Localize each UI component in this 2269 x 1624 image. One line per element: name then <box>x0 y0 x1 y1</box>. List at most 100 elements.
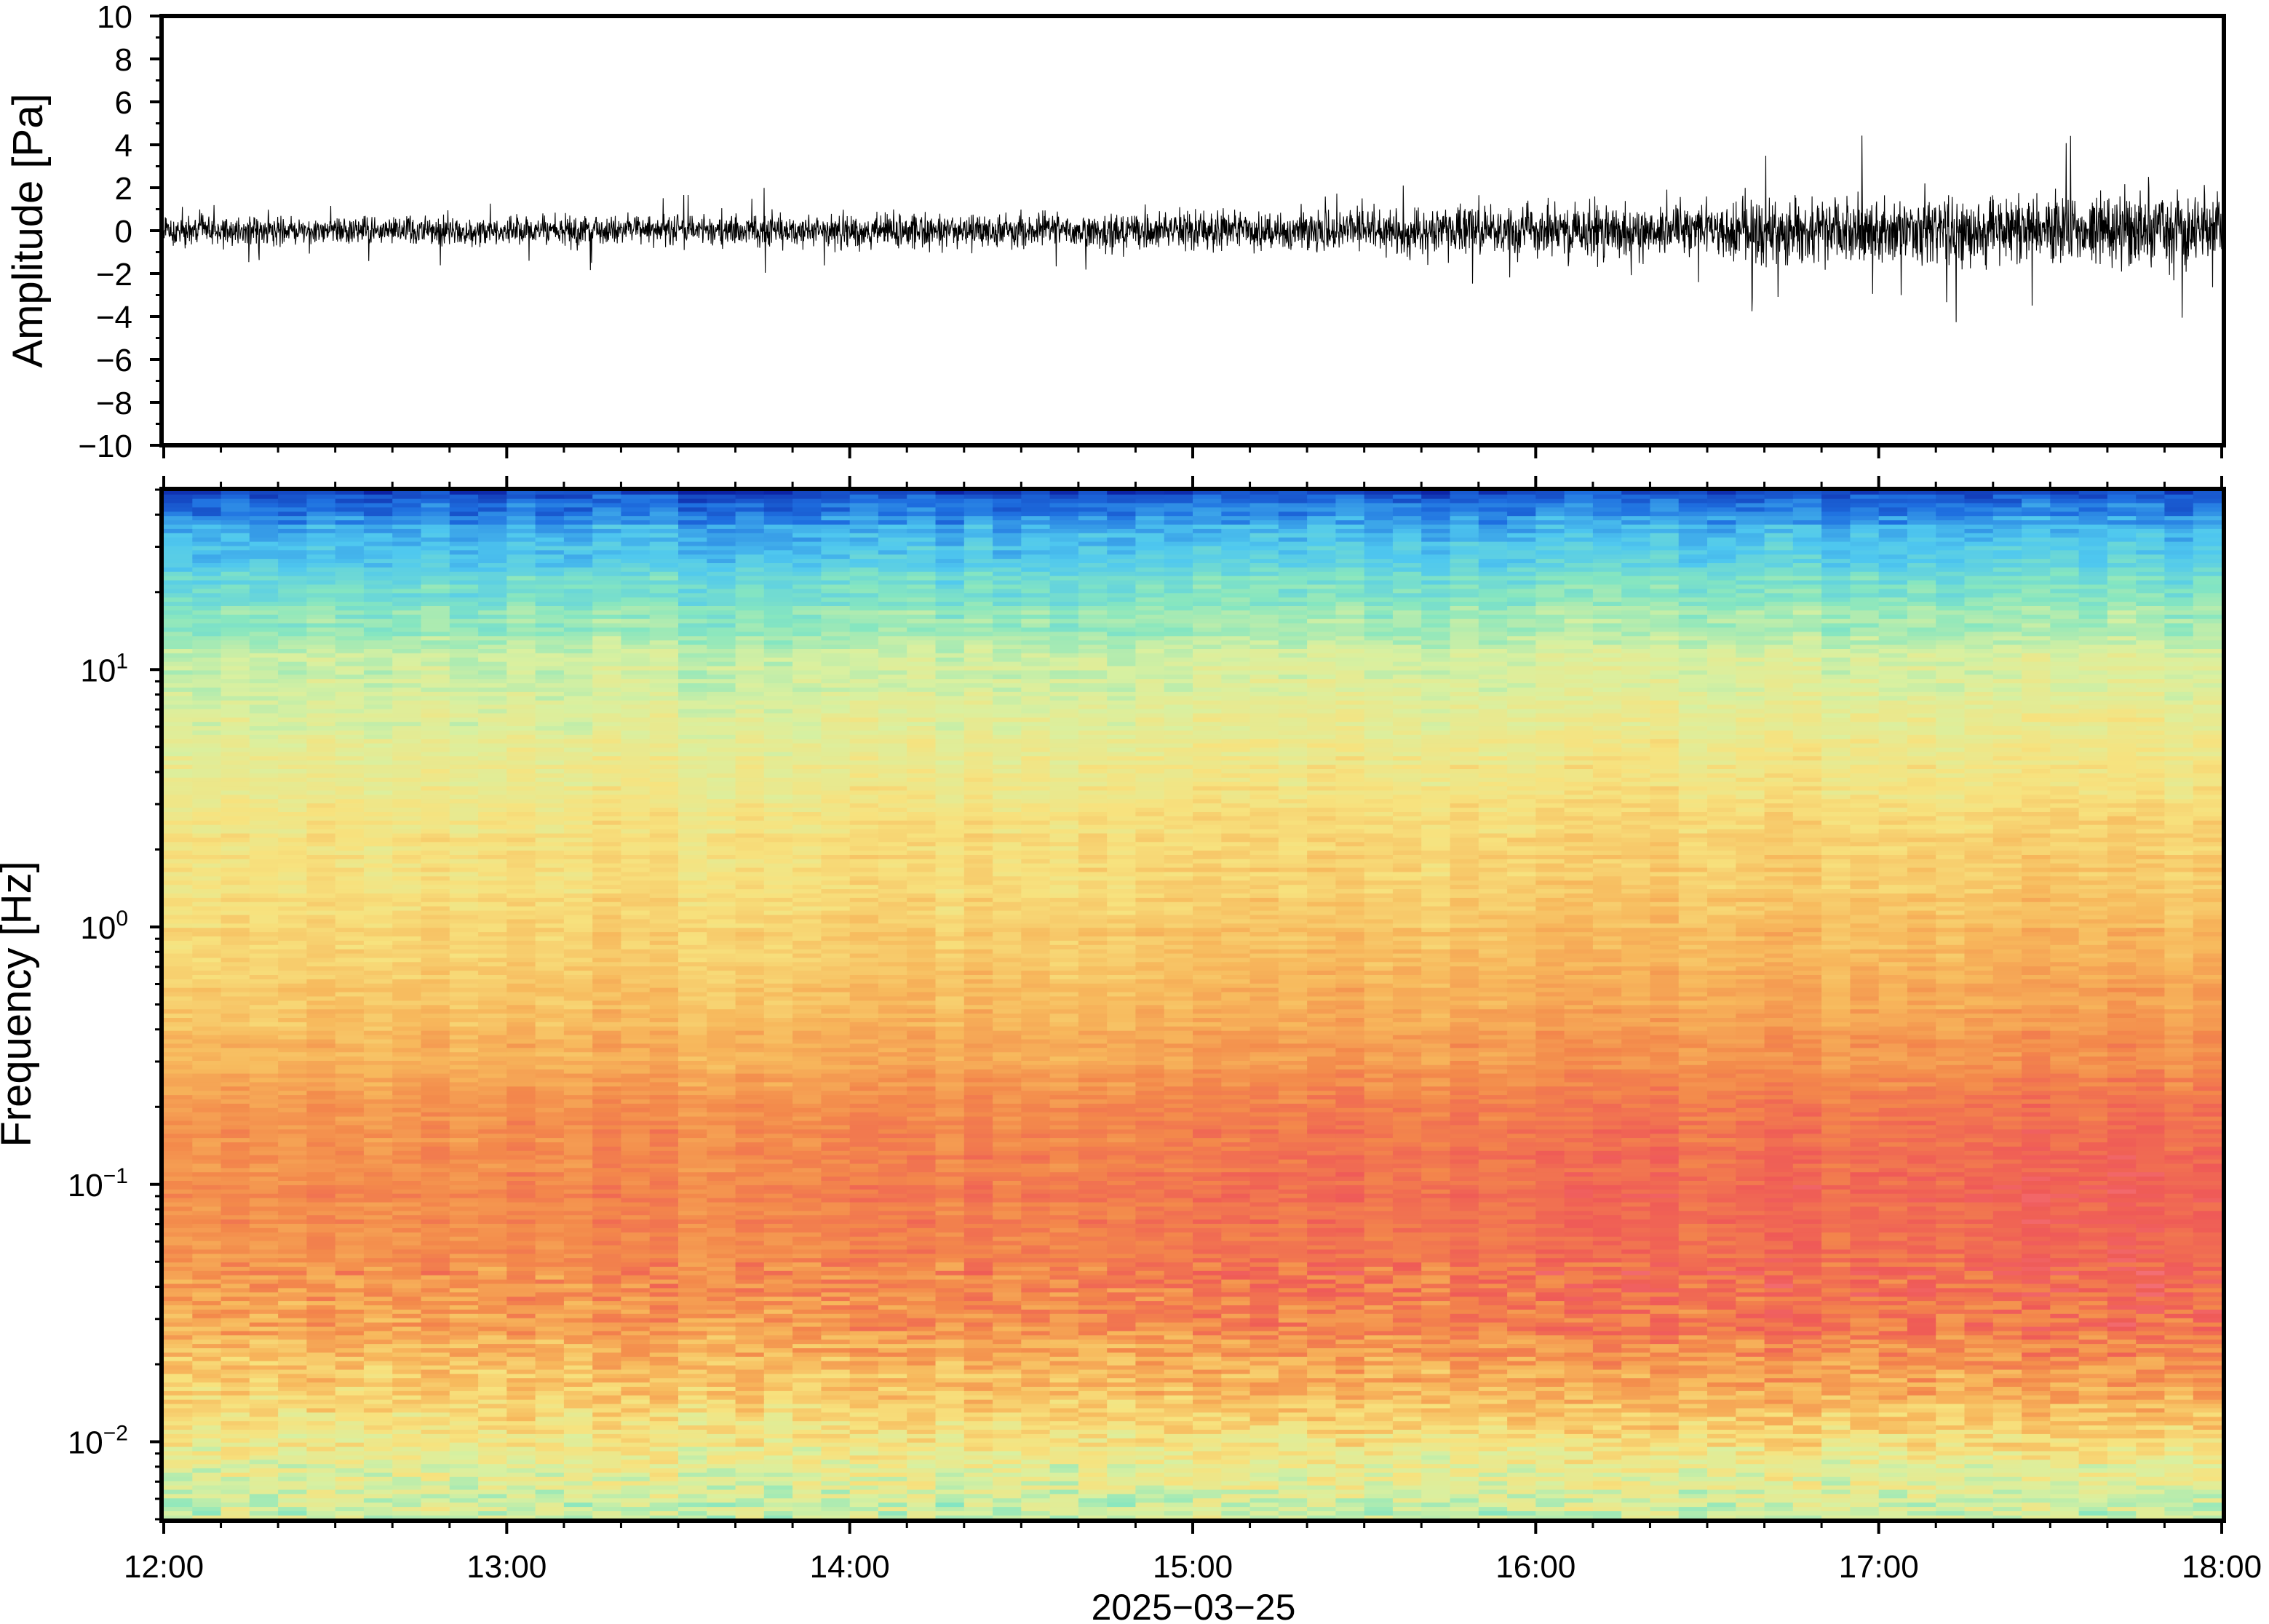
spectrogram-cell <box>506 1326 536 1332</box>
spectrogram-cell <box>963 1493 993 1499</box>
spectrogram-cell <box>1478 1317 1508 1323</box>
spectrogram-cell <box>792 1472 822 1477</box>
spectrogram-cell <box>306 1291 336 1297</box>
spectrogram-cell <box>878 1244 907 1250</box>
spectrogram-cell <box>1278 1395 1308 1400</box>
spectrogram-cell <box>592 1373 622 1379</box>
spectrogram-cell <box>993 1441 1022 1447</box>
spectrogram-cell <box>935 1441 965 1447</box>
spectrogram-cell <box>963 1348 993 1353</box>
spectrogram-cell <box>2136 1244 2166 1250</box>
spectrogram-cell <box>1278 1356 1308 1361</box>
spectrogram-cell <box>878 1373 907 1379</box>
spectrogram-cell <box>1678 1429 1708 1434</box>
spectrogram-cell <box>335 1446 365 1452</box>
spectrogram-cell <box>2078 1502 2108 1508</box>
spectrogram-cell <box>449 1429 479 1434</box>
spectrogram-cell <box>1478 1287 1508 1293</box>
spectrogram-cell <box>306 1227 336 1233</box>
spectrogram-cell <box>2136 1364 2166 1370</box>
spectrogram-cell <box>1078 1317 1108 1323</box>
spectrogram-cell <box>649 1472 679 1477</box>
spectrogram-cell <box>1792 1291 1822 1297</box>
spectrogram-cell <box>963 1506 993 1511</box>
spectrogram-cell <box>1621 1283 1651 1289</box>
spectrogram-cell <box>849 1369 879 1374</box>
spectrogram-cell <box>1021 1356 1051 1361</box>
spectrogram-cell <box>1621 1382 1651 1387</box>
spectrogram-cell <box>821 1356 851 1361</box>
spectrogram-cell <box>963 1450 993 1456</box>
spectrogram-cell <box>1936 1412 1966 1417</box>
spectrogram-cell <box>849 1459 879 1465</box>
spectrogram-cell <box>1078 1352 1108 1357</box>
spectrogram-cell <box>792 1395 822 1400</box>
spectrogram-cell <box>763 1506 793 1511</box>
spectrogram-cell <box>421 1305 450 1310</box>
spectrogram-cell <box>1907 1348 1936 1353</box>
spectrogram-cell <box>763 1493 793 1499</box>
spectrogram-cell <box>1107 1433 1137 1438</box>
spectrogram-cell <box>2022 1330 2051 1336</box>
spectrogram-cell <box>1507 1502 1537 1508</box>
spectrogram-cell <box>592 1235 622 1241</box>
spectrogram-cell <box>1249 1484 1279 1490</box>
spectrogram-cell <box>1707 1441 1737 1447</box>
spectrogram-cell <box>1821 1398 1851 1404</box>
spectrogram-cell <box>1821 1493 1851 1499</box>
spectrogram-cell <box>1164 1502 1193 1508</box>
spectrogram-cell <box>821 1309 851 1314</box>
spectrogram-cell <box>707 1283 736 1289</box>
spectrogram-cell <box>1364 1305 1394 1310</box>
spectrogram-cell <box>1021 1364 1051 1370</box>
spectrogram-cell <box>763 1262 793 1267</box>
spectrogram-cell <box>392 1484 422 1490</box>
spectrogram-cell <box>1707 1403 1737 1409</box>
spectrogram-cell <box>421 1287 450 1293</box>
spectrogram-cell <box>1907 1450 1936 1456</box>
spectrogram-cell <box>392 1382 422 1387</box>
spectrogram-cell <box>821 1278 851 1284</box>
spectrogram-cell <box>649 1274 679 1280</box>
spectrogram-cell <box>792 1257 822 1263</box>
spectrogram-cell <box>1650 1398 1680 1404</box>
spectrogram-cell <box>164 1412 194 1417</box>
spectrogram-cell <box>2022 1244 2051 1250</box>
spectrogram-cell <box>621 1403 651 1409</box>
spectrogram-cell <box>1021 1249 1051 1254</box>
spectrogram-cell <box>1964 1352 1994 1357</box>
spectrogram-cell <box>907 1454 937 1460</box>
spectrogram-cell <box>1049 1390 1079 1396</box>
spectrogram-cell <box>1936 1377 1966 1383</box>
spectrogram-cell <box>1078 1382 1108 1387</box>
spectrogram-cell <box>678 1240 708 1246</box>
spectrogram-cell <box>1564 1262 1594 1267</box>
spectrogram-cell <box>363 1283 393 1289</box>
spectrogram-cell <box>1049 1373 1079 1379</box>
spectrogram-cell <box>1078 1274 1108 1280</box>
spectrogram-cell <box>478 1446 508 1452</box>
spectrogram-cell <box>1907 1429 1936 1434</box>
spectrogram-cell <box>1450 1343 1479 1348</box>
spectrogram-cell <box>849 1360 879 1366</box>
spectrogram-cell <box>763 1257 793 1263</box>
spectrogram-cell <box>1936 1373 1966 1379</box>
spectrogram-cell <box>164 1266 194 1271</box>
spectrogram-cell <box>2022 1425 2051 1430</box>
spectrogram-cell <box>2164 1454 2194 1460</box>
spectrogram-cell <box>621 1506 651 1511</box>
spectrogram-cell <box>1936 1278 1966 1284</box>
spectrogram-cell <box>1850 1390 1880 1396</box>
spectrogram-cell <box>935 1438 965 1443</box>
spectrogram-cell <box>1249 1356 1279 1361</box>
spectrogram-cell <box>649 1382 679 1387</box>
spectrogram-cell <box>2022 1266 2051 1271</box>
spectrogram-cell <box>678 1249 708 1254</box>
spectrogram-cell <box>249 1369 279 1374</box>
spectrogram-cell <box>1992 1330 2022 1336</box>
spectrogram-cell <box>249 1339 279 1345</box>
spectrogram-cell <box>1792 1232 1822 1237</box>
spectrogram-cell <box>1335 1317 1365 1323</box>
spectrogram-cell <box>1678 1515 1708 1519</box>
spectrogram-cell <box>2107 1266 2137 1271</box>
